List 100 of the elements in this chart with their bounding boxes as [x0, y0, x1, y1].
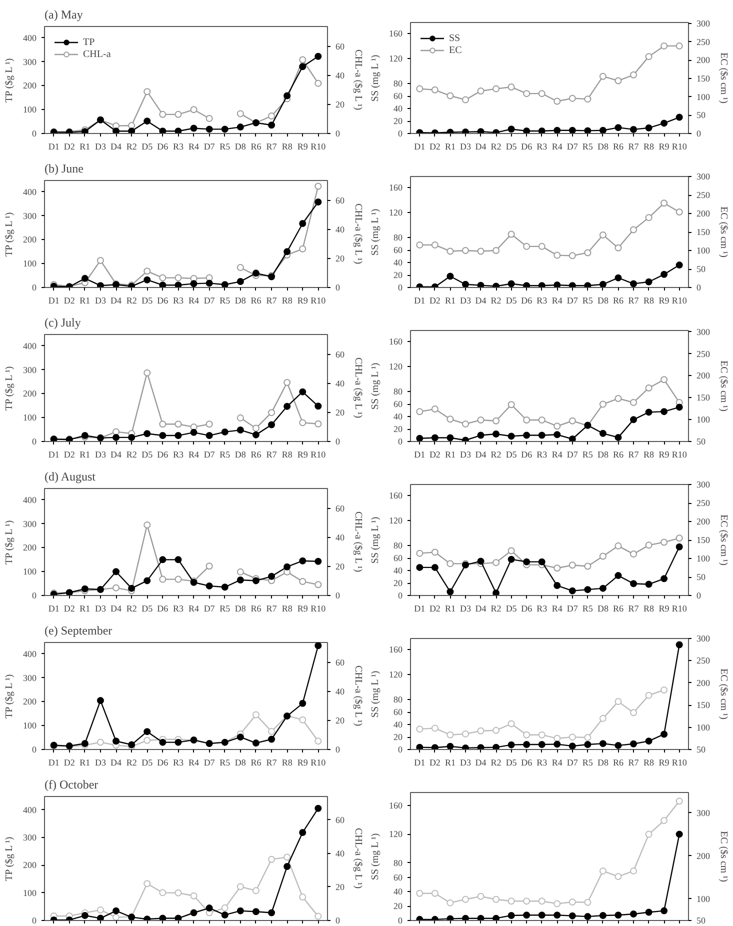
point — [630, 709, 638, 716]
y-tick-label: 40 — [394, 258, 403, 268]
y-tick-label: 400 — [23, 648, 37, 659]
x-tick-label: R5 — [220, 142, 231, 152]
point — [492, 430, 500, 438]
x-tick-label: R10 — [310, 450, 326, 460]
y-tick-label: 0 — [398, 744, 403, 754]
point — [174, 432, 182, 440]
point — [599, 740, 606, 748]
point — [159, 738, 166, 746]
point — [221, 584, 228, 591]
x-tick-label: D1 — [414, 604, 426, 614]
x-tick-label: D4 — [110, 758, 122, 768]
point — [236, 124, 244, 131]
x-tick-label: D3 — [94, 296, 106, 306]
legend-label: TP — [83, 36, 96, 48]
x-tick-label: R5 — [582, 142, 594, 152]
y-tick-label: 400 — [23, 186, 37, 197]
point — [508, 83, 515, 90]
point — [314, 738, 322, 745]
y-tick-label: 200 — [23, 860, 37, 870]
y-tick-label: 300 — [23, 518, 37, 529]
y-tick-label: 20 — [394, 901, 403, 912]
point — [676, 534, 683, 542]
point — [614, 542, 622, 550]
y-tick-label: 200 — [23, 234, 37, 245]
x-tick-label: D7 — [566, 450, 578, 460]
point — [221, 428, 228, 436]
point — [174, 738, 182, 746]
x-tick-label: R8 — [282, 604, 293, 614]
y2-axis-title: EC ($s cm ¹) — [718, 514, 729, 566]
x-tick-label: D2 — [429, 450, 440, 460]
point — [523, 741, 530, 748]
x-tick-label: R5 — [582, 296, 594, 306]
x-tick-label: R10 — [310, 296, 326, 306]
point — [446, 915, 454, 920]
x-tick-label: D7 — [204, 450, 216, 460]
point — [268, 409, 276, 416]
y-tick-label: 0 — [398, 436, 403, 446]
x-tick-label: R4 — [188, 296, 200, 306]
point — [492, 896, 500, 903]
x-tick-label: D6 — [157, 142, 169, 152]
x-tick-label: D7 — [204, 604, 216, 614]
x-tick-label: D6 — [521, 296, 533, 306]
point — [492, 726, 500, 734]
chart-title: (e) September — [44, 624, 112, 638]
point — [446, 248, 454, 255]
y-tick-label: 120 — [389, 208, 403, 218]
x-tick-label: D1 — [48, 450, 60, 460]
legend-label: CHL-a — [83, 48, 111, 60]
point — [174, 274, 182, 282]
point — [568, 742, 576, 750]
x-tick-label: D4 — [110, 450, 122, 460]
y2-tick-label: 50 — [696, 572, 706, 582]
point — [81, 912, 88, 920]
y-tick-label: 160 — [389, 28, 403, 39]
y2-tick-label: 40 — [336, 532, 345, 543]
x-tick-label: D7 — [566, 296, 578, 306]
x-tick-label: R4 — [188, 142, 200, 152]
y-tick-label: 20 — [394, 424, 403, 434]
point — [252, 424, 260, 432]
y-tick-label: 300 — [23, 672, 37, 683]
point — [554, 734, 561, 742]
x-tick-label: D4 — [475, 296, 487, 306]
x-tick-label: R6 — [612, 450, 624, 460]
x-tick-label: D8 — [597, 758, 609, 768]
point — [268, 856, 276, 863]
x-tick-label: D5 — [142, 758, 154, 768]
x-tick-label: R1 — [80, 142, 90, 152]
y-tick-label: 100 — [23, 258, 37, 269]
point — [236, 883, 244, 890]
y-tick-label: 300 — [23, 210, 37, 221]
point — [446, 434, 454, 442]
y-axis-title: SS (mg L ¹) — [370, 208, 381, 256]
point — [299, 578, 306, 585]
x-tick-label: D3 — [460, 296, 472, 306]
point — [159, 420, 166, 428]
y2-tick-label: 250 — [696, 36, 710, 47]
point — [236, 568, 244, 576]
y2-tick-label: 20 — [336, 562, 345, 572]
y2-tick-label: 0 — [336, 916, 340, 926]
point — [676, 543, 683, 550]
x-tick-label: D1 — [414, 758, 426, 768]
x-tick-label: R7 — [266, 296, 278, 306]
point — [630, 580, 638, 588]
point — [462, 914, 469, 920]
y2-tick-label: 100 — [696, 246, 710, 256]
point — [159, 110, 166, 118]
point — [252, 270, 260, 277]
x-tick-label: R7 — [628, 142, 640, 152]
x-tick-label: D2 — [429, 296, 440, 306]
x-tick-label: D5 — [142, 296, 154, 306]
point — [144, 521, 151, 528]
point — [538, 90, 546, 98]
x-tick-label: R8 — [282, 296, 293, 306]
x-tick-label: R1 — [80, 604, 90, 614]
point — [159, 576, 166, 583]
point — [81, 274, 88, 282]
point — [660, 575, 668, 582]
point — [206, 126, 213, 133]
